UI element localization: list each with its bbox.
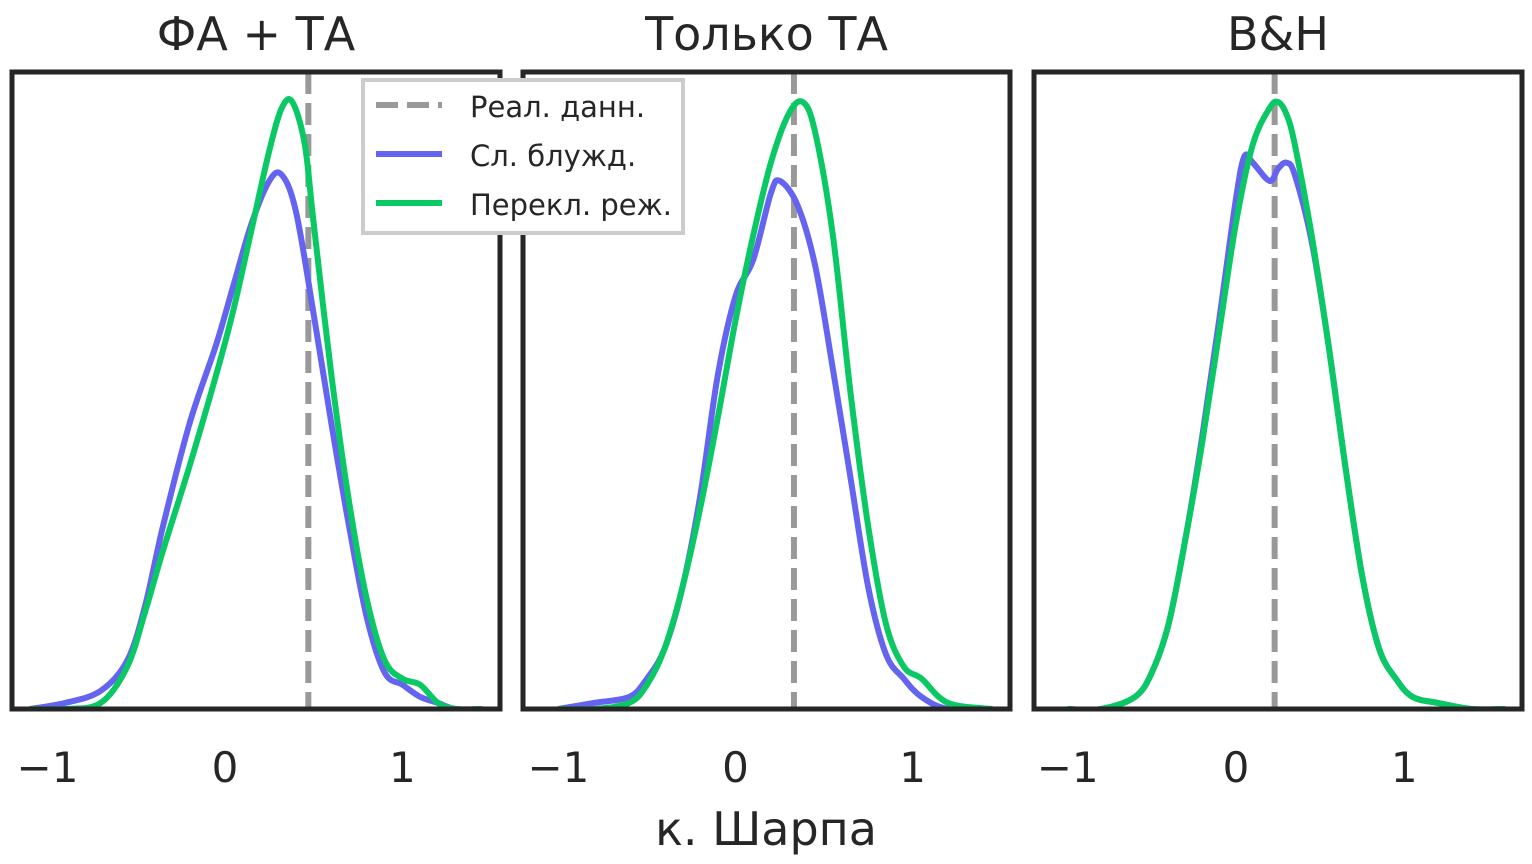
legend: Реал. данн. Сл. блужд. Перекл. реж. <box>361 78 685 235</box>
random-walk-curve <box>557 177 993 709</box>
plot-area-1 <box>29 72 483 709</box>
legend-label-random-walk: Сл. блужд. <box>470 139 636 173</box>
random-walk-curve <box>1067 151 1506 709</box>
x-tick-label: 0 <box>1223 743 1250 792</box>
regime-switching-curve <box>558 98 993 709</box>
x-tick-label: 1 <box>1391 743 1418 792</box>
panel-title: ФА + ТА <box>157 7 356 61</box>
x-tick-label: −1 <box>17 743 79 792</box>
panel-title: B&H <box>1227 7 1329 61</box>
regime-switching-curve <box>29 96 483 709</box>
panel-frame <box>9 69 503 712</box>
panel-frame <box>520 69 1013 712</box>
x-tick-label: −1 <box>527 743 589 792</box>
plot-area-3 <box>1067 72 1506 709</box>
legend-label-regime-switching: Перекл. реж. <box>470 188 672 222</box>
x-tick-label: 1 <box>389 743 416 792</box>
panel-3: B&H −1 0 1 <box>1031 7 1525 792</box>
panel-2: Только ТА −1 0 1 <box>520 7 1013 792</box>
x-tick-label: 1 <box>899 743 926 792</box>
legend-label-real: Реал. данн. <box>470 90 645 124</box>
x-axis-label: к. Шарпа <box>655 802 877 856</box>
regime-switching-curve <box>1067 98 1506 709</box>
x-tick-label: 0 <box>212 743 239 792</box>
x-tick-label: 0 <box>722 743 749 792</box>
random-walk-curve <box>29 169 483 709</box>
panel-frame <box>1031 69 1525 712</box>
plot-area-2 <box>557 72 993 709</box>
panel-title: Только ТА <box>644 7 888 61</box>
x-tick-label: −1 <box>1037 743 1099 792</box>
panel-1: ФА + ТА −1 0 1 <box>9 7 503 792</box>
